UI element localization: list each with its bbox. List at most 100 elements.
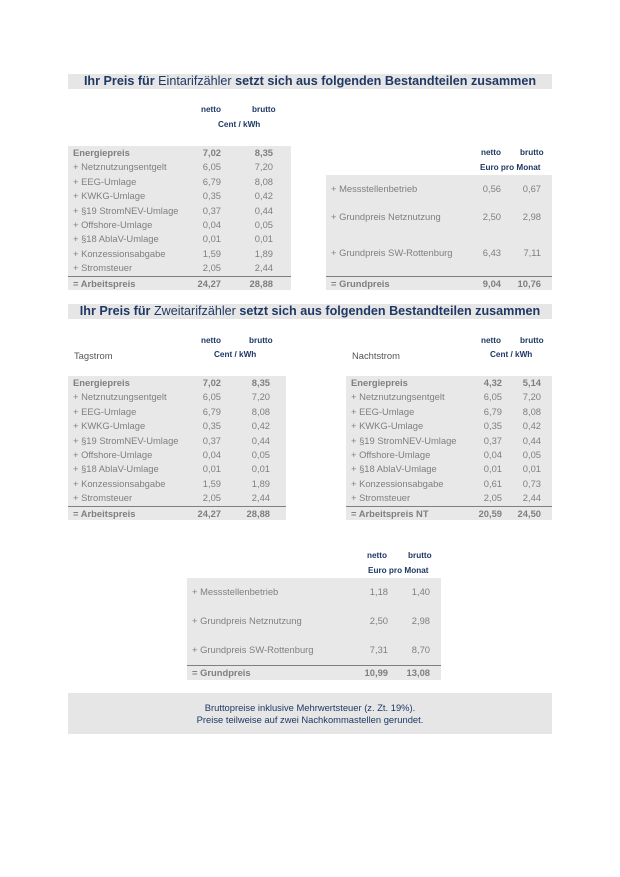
netto-value: 2,05 [202,492,221,504]
netto-value: 0,04 [202,219,221,230]
row-label: Energiepreis [351,377,408,388]
brutto-value: 0,44 [254,204,273,216]
s2-grundpreis-row: + Grundpreis SW-Rottenburg 7,31 8,70 [187,643,441,657]
brutto-value: 7,20 [254,161,273,173]
s2-tag-unit-kwh: Cent / kWh [214,350,257,359]
s1-grundpreis-row: + Messstellenbetrieb 0,56 0,67 [326,182,552,196]
s1-arbeitspreis-row: = Arbeitspreis 24,27 28,88 [68,275,291,291]
s1-arbeitspreis-row: + §18 AblaV-Umlage 0,01 0,01 [68,232,291,246]
netto-value: 9,04 [482,278,501,289]
footnote-line1: Bruttopreise inklusive Mehrwertsteuer (z… [204,702,416,713]
row-label: Energiepreis [73,377,130,388]
section2-title: Ihr Preis für Zweitarifzähler setzt sich… [68,304,552,319]
footnote-line2: Preise teilweise auf zwei Nachkommastell… [196,713,424,725]
brutto-value: 0,42 [254,190,273,202]
brutto-value: 2,44 [254,262,273,274]
row-label: + Stromsteuer [73,492,133,504]
brutto-value: 13,08 [406,667,430,678]
netto-value: 10,99 [364,667,388,678]
row-label: + Offshore-Umlage [73,449,153,460]
row-label: + Grundpreis SW-Rottenburg [331,247,453,258]
s1-grundpreis-table [326,175,552,290]
netto-value: 24,27 [197,277,221,289]
brutto-value: 2,44 [522,492,541,504]
row-label: + Konzessionsabgabe [73,247,166,259]
netto-value: 2,05 [202,262,221,274]
s1-arbeitspreis-row: + KWKG-Umlage 0,35 0,42 [68,189,291,203]
brutto-value: 7,20 [251,391,270,403]
brutto-value: 28,88 [246,507,270,519]
brutto-value: 0,44 [251,434,270,446]
row-label: = Grundpreis [331,278,390,289]
brutto-value: 24,50 [517,507,541,519]
row-label: + Messstellenbetrieb [192,586,279,597]
netto-value: 1,59 [202,477,221,489]
brutto-value: 0,44 [522,434,541,446]
brutto-value: 7,11 [523,247,541,258]
footnote-box: Bruttopreise inklusive Mehrwertsteuer (z… [68,693,552,734]
row-label: + EEG-Umlage [73,175,137,187]
tagstrom-label: Tagstrom [74,350,113,361]
netto-value: 7,02 [202,377,221,388]
netto-value: 6,05 [202,391,221,403]
section2-title-pre: Ihr Preis für [79,304,151,318]
s1-unit-month: Euro pro Monat [480,163,541,172]
row-label: Energiepreis [73,147,130,158]
row-label: = Arbeitspreis [73,277,136,289]
row-label: + KWKG-Umlage [73,190,146,202]
netto-value: 6,05 [202,161,221,173]
netto-value: 2,50 [369,615,388,626]
section1-title-mid: Eintarifzähler [158,74,232,88]
netto-value: 1,18 [369,586,388,597]
s1-arbeitspreis-row: + Stromsteuer 2,05 2,44 [68,261,291,275]
row-label: + §19 StromNEV-Umlage [351,434,457,446]
s2-nachtstrom-row: = Arbeitspreis NT 20,59 24,50 [346,505,552,521]
brutto-value: 0,73 [522,477,541,489]
brutto-value: 0,67 [522,183,541,194]
s2-nachtstrom-row: + KWKG-Umlage 0,35 0,42 [346,419,552,433]
brutto-value: 1,40 [411,586,430,597]
netto-value: 0,56 [482,183,501,194]
s2-nacht-unit-kwh: Cent / kWh [490,350,533,359]
row-label: = Arbeitspreis [73,507,136,519]
row-label: + Netznutzungsentgelt [73,161,167,173]
brutto-value: 8,08 [254,175,273,187]
row-label: + Netznutzungsentgelt [73,391,167,403]
brutto-value: 0,05 [254,219,273,230]
brutto-value: 2,98 [522,211,541,222]
brutto-value: 0,42 [522,420,541,432]
s2-tagstrom-row: + §19 StromNEV-Umlage 0,37 0,44 [68,434,286,448]
row-label: + Konzessionsabgabe [351,477,444,489]
s2-tagstrom-row: + Stromsteuer 2,05 2,44 [68,491,286,505]
netto-value: 7,31 [369,644,388,655]
s1-arbeitspreis-row: + Offshore-Umlage 0,04 0,05 [68,218,291,232]
netto-value: 2,50 [482,211,501,222]
netto-value: 7,02 [202,147,221,158]
netto-value: 0,04 [483,449,502,460]
s2-nachtstrom-row: + §19 StromNEV-Umlage 0,37 0,44 [346,434,552,448]
row-label: + Messstellenbetrieb [331,183,418,194]
brutto-value: 0,01 [254,233,273,245]
s2-tagstrom-table [68,376,286,520]
s2-tagstrom-row: + Offshore-Umlage 0,04 0,05 [68,448,286,462]
row-label: + Stromsteuer [73,262,133,274]
section1-title-post: setzt sich aus folgenden Bestandteilen z… [235,74,537,88]
brutto-value: 1,89 [251,477,270,489]
brutto-value: 8,08 [522,405,541,417]
brutto-value: 2,98 [411,615,430,626]
brutto-value: 1,89 [254,247,273,259]
brutto-value: 10,76 [517,278,541,289]
row-label: + Grundpreis Netznutzung [331,211,441,222]
s2-tagstrom-row: + Netznutzungsentgelt 6,05 7,20 [68,390,286,404]
brutto-value: 8,35 [251,377,270,388]
s2-nachtstrom-table [346,376,552,520]
brutto-value: 8,08 [251,405,270,417]
s2-nachtstrom-row: + Stromsteuer 2,05 2,44 [346,491,552,505]
s2-tagstrom-row: + §18 AblaV-Umlage 0,01 0,01 [68,462,286,476]
s2-grundpreis-row: + Grundpreis Netznutzung 2,50 2,98 [187,614,441,628]
row-label: + EEG-Umlage [351,405,415,417]
s2-nachtstrom-row: + Offshore-Umlage 0,04 0,05 [346,448,552,462]
row-label: + §18 AblaV-Umlage [73,233,159,245]
s2-unit-month: Euro pro Monat [368,566,429,575]
row-label: = Grundpreis [192,667,251,678]
